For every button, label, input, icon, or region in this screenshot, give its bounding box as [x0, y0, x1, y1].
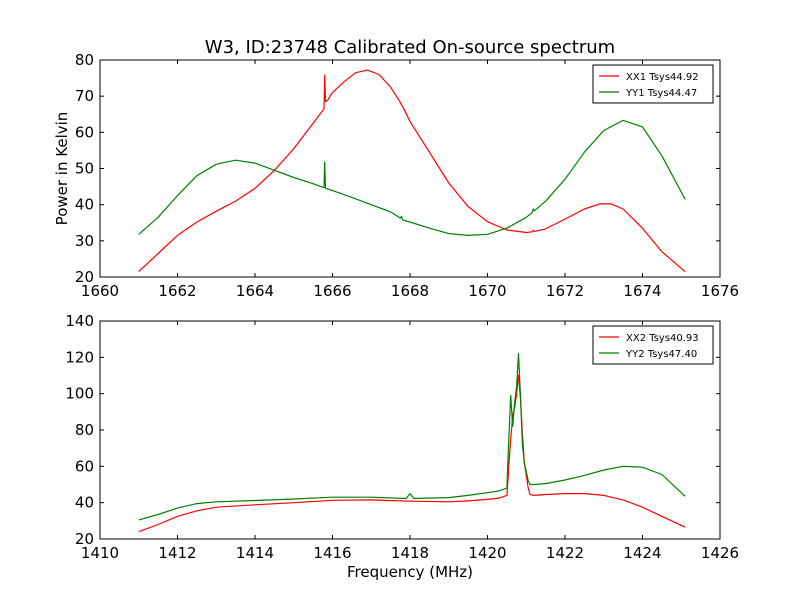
x-tick-label: 1422 [546, 544, 584, 562]
y-tick-label: 20 [75, 530, 94, 548]
chart-title: W3, ID:23748 Calibrated On-source spectr… [205, 37, 615, 58]
x-tick-label: 1418 [391, 544, 429, 562]
x-tick-label: 1410 [81, 544, 119, 562]
y-tick-label: 60 [75, 457, 94, 475]
y-tick-label: 60 [75, 123, 94, 141]
x-tick-label: 1664 [236, 282, 274, 300]
y-tick-label: 40 [75, 494, 94, 512]
x-tick-label: 1424 [623, 544, 661, 562]
series-line-2-1 [138, 374, 686, 533]
x-tick-label: 1660 [81, 282, 119, 300]
y-tick-label: 100 [65, 385, 94, 403]
x-tick-label: 1672 [546, 282, 584, 300]
legend-label-2-2: YY2 Tsys47.40 [625, 349, 697, 360]
series-line-2-2 [138, 353, 686, 521]
x-tick-label: 1426 [701, 544, 739, 562]
series-line-1-1 [138, 69, 686, 273]
x-tick-label: 1676 [701, 282, 739, 300]
legend-label-1-2: YY1 Tsys44.47 [625, 88, 697, 99]
x-tick-label: 1674 [623, 282, 661, 300]
y-tick-label: 80 [75, 421, 94, 439]
x-tick-label: 1666 [313, 282, 351, 300]
y-tick-label: 140 [65, 312, 94, 330]
legend-label-1-1: XX1 Tsys44.92 [626, 72, 699, 83]
y-tick-label: 20 [75, 268, 94, 286]
x-tick-label: 1662 [158, 282, 196, 300]
y-axis-label: Power in Kelvin [53, 112, 71, 226]
series-line-1-2 [138, 119, 686, 236]
x-tick-label: 1668 [391, 282, 429, 300]
legend-box-1 [592, 64, 714, 104]
x-tick-label: 1420 [468, 544, 506, 562]
legend-box-2 [592, 325, 714, 365]
x-tick-label: 1416 [313, 544, 351, 562]
y-tick-label: 120 [65, 348, 94, 366]
x-tick-label: 1412 [158, 544, 196, 562]
x-tick-label: 1414 [236, 544, 274, 562]
y-tick-label: 30 [75, 232, 94, 250]
y-tick-label: 50 [75, 160, 94, 178]
legend-label-2-1: XX2 Tsys40.93 [626, 333, 699, 344]
x-axis-label: Frequency (MHz) [347, 563, 473, 581]
x-tick-label: 1670 [468, 282, 506, 300]
y-tick-label: 70 [75, 87, 94, 105]
y-tick-label: 80 [75, 51, 94, 69]
y-tick-label: 40 [75, 196, 94, 214]
